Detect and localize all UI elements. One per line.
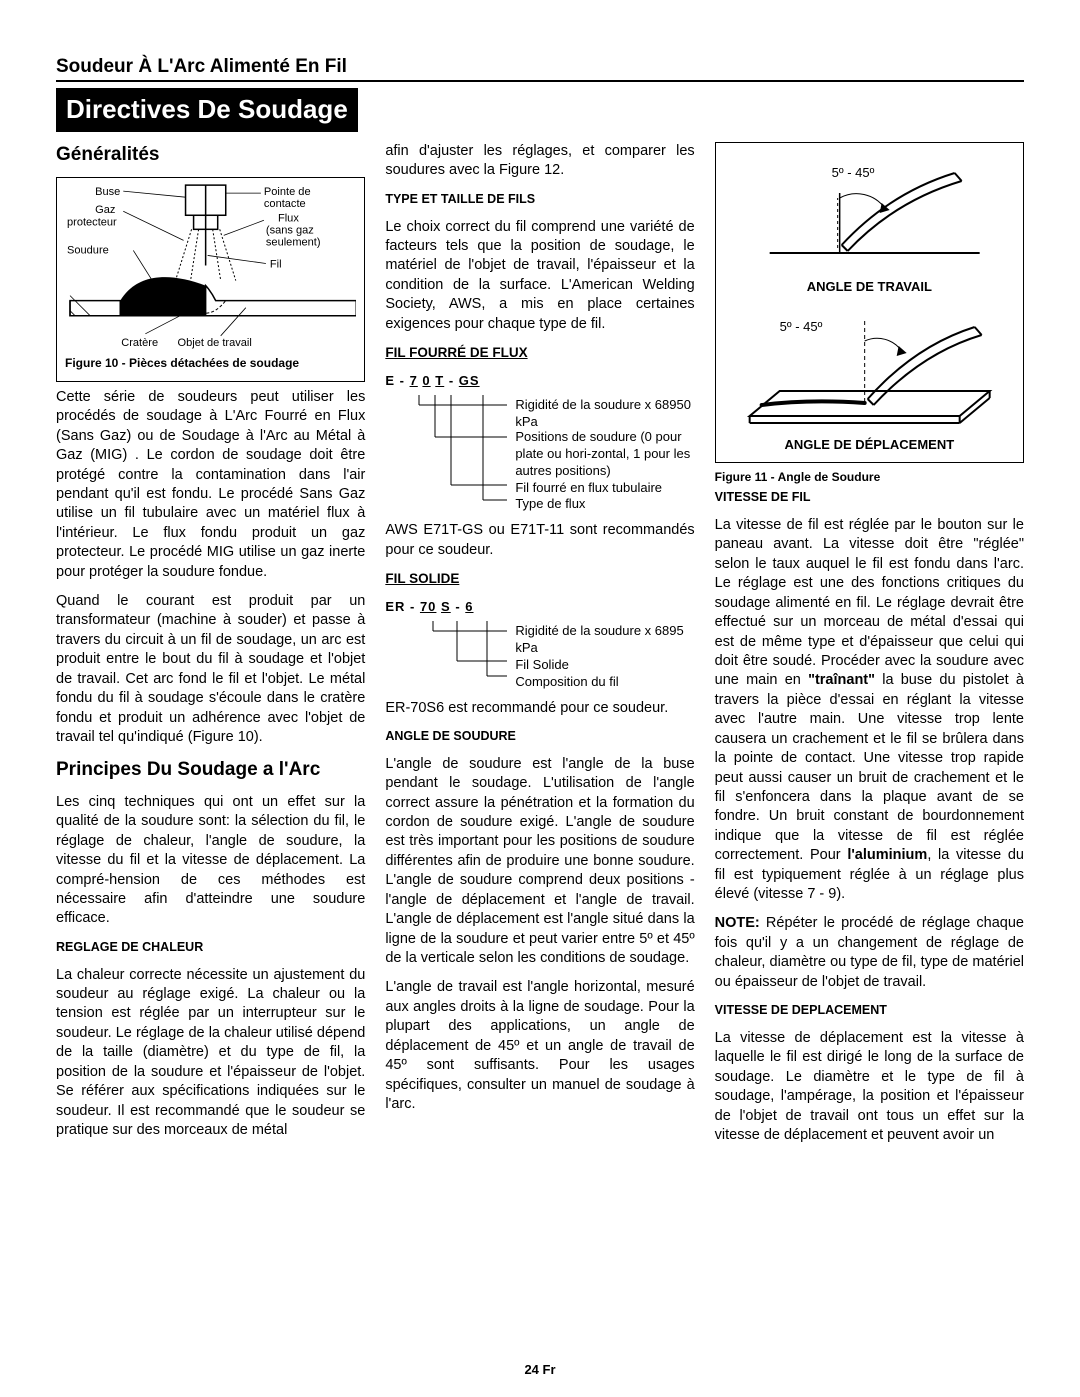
- subhead-vitesse-depl: VITESSE DE DEPLACEMENT: [715, 1002, 1024, 1019]
- subhead-vitesse-fil: VITESSE DE FIL: [715, 489, 1024, 506]
- svg-text:Pointe de: Pointe de: [264, 187, 311, 199]
- subhead-fil-flux: FIL FOURRÉ DE FLUX: [385, 344, 694, 362]
- svg-text:Buse: Buse: [95, 187, 120, 199]
- code-solide-line: ER - 70 S - 6: [385, 598, 694, 617]
- column-2: afin d'ajuster les réglages, et comparer…: [385, 142, 694, 1155]
- angle-range-2: 5º - 45º: [780, 319, 823, 335]
- code-solide: ER - 70 S - 6 Rigidité de la soudure x 6…: [385, 598, 694, 690]
- svg-text:Objet de travail: Objet de travail: [178, 337, 252, 349]
- figure-11: 5º - 45º ANGLE DE TRAVAIL: [715, 142, 1024, 463]
- svg-text:(sans gaz: (sans gaz: [266, 225, 314, 237]
- para-gen-1: Cette série de soudeurs peut utiliser le…: [56, 388, 365, 582]
- svg-text:contacte: contacte: [264, 199, 306, 211]
- header-rule: [56, 80, 1024, 82]
- code-flux-line: E - 7 0 T - GS: [385, 372, 694, 391]
- code-flux: E - 7 0 T - GS Rigidité de la soudure x …: [385, 372, 694, 513]
- subhead-reglage: REGLAGE DE CHALEUR: [56, 939, 365, 956]
- code-solide-item-2: Composition du fil: [515, 674, 694, 691]
- svg-text:seulement): seulement): [266, 237, 321, 249]
- angle-label-travail: ANGLE DE TRAVAIL: [724, 279, 1015, 295]
- manual-page: Soudeur À L'Arc Alimenté En Fil Directiv…: [0, 0, 1080, 1397]
- subhead-fil-solide: FIL SOLIDE: [385, 570, 694, 588]
- para-gen-2: Quand le courant est produit par un tran…: [56, 592, 365, 747]
- code-solide-item-0: Rigidité de la soudure x 6895 kPa: [515, 623, 694, 657]
- code-solide-item-1: Fil Solide: [515, 657, 694, 674]
- svg-text:Gaz: Gaz: [95, 205, 115, 217]
- para-reglage: La chaleur correcte nécessite un ajustem…: [56, 966, 365, 1141]
- figure-10-caption: Figure 10 - Pièces détachées de soudage: [65, 356, 356, 370]
- code-flux-item-1: Positions de soudure (0 pour plate ou ho…: [515, 429, 694, 480]
- para-flux-rec: AWS E71T-GS ou E71T-11 sont recommandés …: [385, 521, 694, 560]
- heading-generalites: Généralités: [56, 142, 365, 167]
- content-columns: Généralités: [56, 142, 1024, 1155]
- heading-principes: Principes Du Soudage a l'Arc: [56, 757, 365, 782]
- para-col2-intro: afin d'ajuster les réglages, et comparer…: [385, 142, 694, 181]
- para-type-taille: Le choix correct du fil comprend une var…: [385, 218, 694, 335]
- note-text: Répéter le procédé de réglage chaque foi…: [715, 915, 1024, 989]
- code-flux-item-0: Rigidité de la soudure x 68950 kPa: [515, 397, 694, 431]
- para-solide-rec: ER-70S6 est recommandé pour ce soudeur.: [385, 699, 694, 718]
- angle-label-deplacement: ANGLE DE DÉPLACEMENT: [724, 437, 1015, 453]
- code-flux-item-2: Fil fourré en flux tubulaire: [515, 480, 694, 497]
- subhead-type-taille: TYPE ET TAILLE DE FILS: [385, 191, 694, 208]
- svg-text:protecteur: protecteur: [67, 217, 117, 229]
- para-vitesse-depl: La vitesse de déplacement est la vitesse…: [715, 1029, 1024, 1146]
- para-vitesse-fil: La vitesse de fil est réglée par le bout…: [715, 516, 1024, 904]
- note-label: NOTE:: [715, 915, 760, 931]
- svg-text:Cratère: Cratère: [121, 337, 158, 349]
- code-flux-item-3: Type de flux: [515, 496, 694, 513]
- svg-text:Soudure: Soudure: [67, 245, 109, 257]
- svg-text:Fil: Fil: [270, 259, 282, 271]
- svg-text:Flux: Flux: [278, 213, 299, 225]
- section-header: Soudeur À L'Arc Alimenté En Fil: [56, 56, 1024, 78]
- subhead-angle-soudure: ANGLE DE SOUDURE: [385, 728, 694, 745]
- para-note: NOTE: Répéter le procédé de réglage chaq…: [715, 914, 1024, 992]
- figure-11-caption: Figure 11 - Angle de Soudure: [715, 469, 1024, 485]
- para-prin-1: Les cinq techniques qui ont un effet sur…: [56, 793, 365, 929]
- header-section: Soudeur À L'Arc Alimenté En Fil Directiv…: [56, 56, 1024, 132]
- page-title: Directives De Soudage: [56, 88, 358, 132]
- para-angle-1: L'angle de soudure est l'angle de la bus…: [385, 755, 694, 969]
- angle-range-1: 5º - 45º: [832, 165, 875, 181]
- page-number: 24 Fr: [56, 1362, 1024, 1377]
- figure-10: Buse Gaz protecteur Soudure Cratère Obje…: [56, 177, 365, 381]
- para-angle-2: L'angle de travail est l'angle horizonta…: [385, 978, 694, 1114]
- column-3: 5º - 45º ANGLE DE TRAVAIL: [715, 142, 1024, 1155]
- column-1: Généralités: [56, 142, 365, 1155]
